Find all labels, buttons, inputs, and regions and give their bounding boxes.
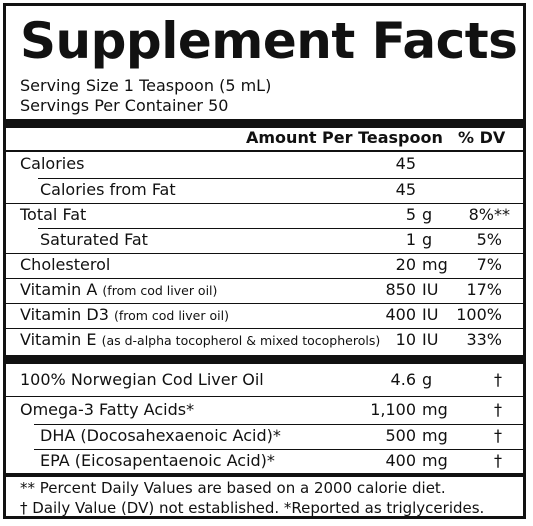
row-vitamin-e-unit: IU [422, 330, 439, 349]
row-omega3-unit: mg [422, 400, 448, 419]
row-total-fat-name: Total Fat [20, 205, 87, 224]
row-epa-amount: 400 [385, 451, 416, 470]
row-vitamin-e-dv: 33% [466, 330, 502, 349]
supplement-facts-panel: Supplement Facts Serving Size 1 Teaspoon… [3, 3, 526, 519]
row-vitamin-d3-dv: 100% [456, 305, 502, 324]
thick-divider-top [6, 119, 523, 128]
row-total-fat-unit: g [422, 205, 433, 224]
row-divider [6, 278, 523, 279]
row-epa-unit: mg [422, 451, 448, 470]
row-vitamin-e-amount: 10 [395, 330, 416, 349]
row-vitamin-a-label: Vitamin A [20, 280, 98, 299]
row-dha-amount: 500 [385, 426, 416, 445]
row-calories-fat-name: Calories from Fat [40, 180, 176, 199]
row-vitamin-a-unit: IU [422, 280, 439, 299]
row-vitamin-d3-note: (from cod liver oil) [113, 308, 229, 323]
row-cod-liver-oil-dv: † [494, 370, 502, 389]
row-calories-amount: 45 [395, 154, 416, 173]
row-divider [34, 424, 523, 425]
row-divider [6, 253, 523, 254]
row-dha-name: DHA (Docosahexaenoic Acid)* [40, 426, 281, 445]
row-cod-liver-oil-unit: g [422, 370, 433, 389]
header-dv: % DV [458, 128, 506, 147]
row-vitamin-d3-amount: 400 [385, 305, 416, 324]
row-calories-name: Calories [20, 154, 85, 173]
row-epa-name: EPA (Eicosapentaenoic Acid)* [40, 451, 275, 470]
row-vitamin-e-label: Vitamin E [20, 330, 97, 349]
row-omega3-dv: † [494, 400, 502, 419]
row-omega3-amount: 1,100 [370, 400, 416, 419]
row-saturated-fat-amount: 1 [405, 230, 416, 249]
row-divider [6, 396, 523, 397]
row-omega3-name: Omega-3 Fatty Acids* [20, 400, 195, 419]
header-divider [6, 150, 523, 152]
footnote-percent-dv: ** Percent Daily Values are based on a 2… [20, 479, 446, 497]
row-vitamin-a-dv: 17% [466, 280, 502, 299]
row-saturated-fat-dv: 5% [476, 230, 502, 249]
footnote-divider [6, 473, 523, 477]
thick-divider-middle [6, 355, 523, 364]
row-vitamin-d3-unit: IU [422, 305, 439, 324]
serving-size: Serving Size 1 Teaspoon (5 mL) [20, 76, 272, 95]
panel-title: Supplement Facts [20, 12, 518, 70]
servings-per-container: Servings Per Container 50 [20, 96, 229, 115]
row-cod-liver-oil-amount: 4.6 [390, 370, 416, 389]
row-divider [34, 449, 523, 450]
row-vitamin-a-amount: 850 [385, 280, 416, 299]
header-amount: Amount Per Teaspoon [246, 128, 443, 147]
row-vitamin-e-note: (as d-alpha tocopherol & mixed tocophero… [101, 333, 381, 348]
row-vitamin-d3-label: Vitamin D3 [20, 305, 109, 324]
row-calories-fat-amount: 45 [395, 180, 416, 199]
row-cholesterol-dv: 7% [476, 255, 502, 274]
row-divider [6, 303, 523, 304]
row-saturated-fat-name: Saturated Fat [40, 230, 148, 249]
row-cholesterol-name: Cholesterol [20, 255, 111, 274]
row-vitamin-e-name: Vitamin E (as d-alpha tocopherol & mixed… [20, 329, 380, 352]
row-total-fat-dv: 8%** [468, 205, 510, 224]
row-divider [6, 203, 523, 204]
row-cholesterol-amount: 20 [395, 255, 416, 274]
row-cod-liver-oil-name: 100% Norwegian Cod Liver Oil [20, 370, 264, 389]
row-vitamin-a-name: Vitamin A (from cod liver oil) [20, 279, 217, 302]
row-divider [6, 328, 523, 329]
row-divider [38, 228, 523, 229]
row-vitamin-d3-name: Vitamin D3 (from cod liver oil) [20, 304, 229, 327]
row-cholesterol-unit: mg [422, 255, 448, 274]
row-vitamin-a-note: (from cod liver oil) [102, 283, 218, 298]
row-epa-dv: † [494, 451, 502, 470]
row-divider [38, 178, 523, 179]
row-dha-dv: † [494, 426, 502, 445]
row-saturated-fat-unit: g [422, 230, 433, 249]
row-dha-unit: mg [422, 426, 448, 445]
row-total-fat-amount: 5 [405, 205, 416, 224]
footnote-dv-not-established: † Daily Value (DV) not established. *Rep… [20, 499, 485, 517]
